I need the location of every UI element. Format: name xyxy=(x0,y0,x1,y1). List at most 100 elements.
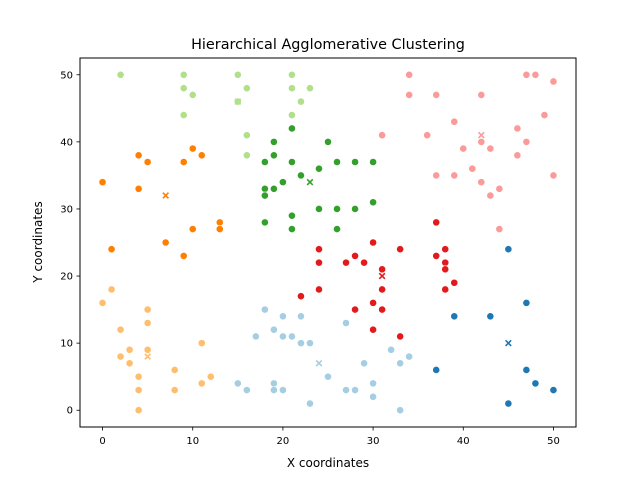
data-point xyxy=(333,158,341,166)
data-point xyxy=(342,258,350,267)
data-point xyxy=(432,91,441,99)
data-point xyxy=(125,359,134,368)
data-point xyxy=(378,285,387,294)
data-point xyxy=(206,372,215,381)
chart-title: Hierarchical Agglomerative Clustering xyxy=(191,37,465,53)
x-axis: 0 10 20 30 40 50 xyxy=(99,427,560,447)
data-point xyxy=(143,319,152,327)
data-point xyxy=(143,158,152,166)
data-point xyxy=(522,70,531,79)
data-point xyxy=(369,198,377,207)
data-point xyxy=(441,258,450,267)
data-point xyxy=(242,386,251,394)
data-point xyxy=(288,225,296,233)
data-point xyxy=(405,70,414,79)
x-tick-label: 30 xyxy=(367,436,380,447)
data-point xyxy=(288,158,296,166)
data-point xyxy=(188,144,197,153)
cluster-3 xyxy=(116,70,314,160)
data-point xyxy=(215,218,224,227)
data-point xyxy=(233,70,242,79)
data-point xyxy=(369,238,377,247)
data-point xyxy=(288,124,296,133)
data-point xyxy=(242,151,251,160)
centroid-marker xyxy=(306,178,314,186)
data-point xyxy=(279,178,287,187)
data-point xyxy=(260,191,269,200)
axes-frame xyxy=(79,57,577,428)
data-point xyxy=(260,184,269,193)
data-point xyxy=(441,265,450,274)
data-point xyxy=(531,70,540,79)
data-point xyxy=(297,312,305,321)
data-point xyxy=(396,332,405,341)
x-tick-label: 20 xyxy=(277,436,290,447)
data-point xyxy=(423,131,432,140)
centroid-marker xyxy=(315,359,323,367)
data-point xyxy=(288,84,296,93)
data-point xyxy=(107,245,116,254)
data-point xyxy=(495,184,504,193)
data-point xyxy=(513,151,522,160)
data-point xyxy=(215,225,224,233)
data-point xyxy=(143,305,152,314)
data-point xyxy=(486,191,495,200)
y-tick-label: 40 xyxy=(60,137,73,148)
x-tick-label: 50 xyxy=(547,436,560,447)
data-point xyxy=(260,158,269,166)
data-point xyxy=(279,386,287,394)
data-point xyxy=(134,372,143,381)
data-point xyxy=(432,366,441,374)
data-point xyxy=(351,386,359,394)
y-tick-label: 0 xyxy=(67,406,73,417)
data-point xyxy=(495,225,504,233)
data-point xyxy=(197,151,206,160)
data-point xyxy=(369,298,377,307)
data-point xyxy=(134,406,143,415)
data-point xyxy=(269,379,278,388)
data-point xyxy=(116,70,125,79)
data-point xyxy=(297,171,305,180)
centroid-marker xyxy=(144,353,152,360)
data-point xyxy=(405,91,414,99)
data-point xyxy=(549,386,558,394)
data-point xyxy=(522,137,531,146)
data-point xyxy=(450,117,459,126)
data-point xyxy=(360,359,368,368)
data-point xyxy=(396,359,405,368)
data-point xyxy=(269,184,278,193)
data-point xyxy=(432,252,441,260)
data-point xyxy=(125,345,134,354)
data-point xyxy=(351,158,359,166)
centroid-marker xyxy=(234,98,242,105)
data-point xyxy=(549,171,558,180)
data-point xyxy=(378,265,387,274)
data-point xyxy=(297,97,305,106)
centroid-marker xyxy=(378,272,386,280)
data-point xyxy=(306,399,314,408)
data-point xyxy=(477,91,486,99)
data-point xyxy=(279,312,287,321)
data-point xyxy=(378,305,387,314)
data-point xyxy=(98,178,107,187)
data-point xyxy=(459,144,468,153)
data-point xyxy=(360,258,368,267)
data-point xyxy=(279,332,287,341)
data-point xyxy=(242,84,251,93)
data-point xyxy=(134,184,143,193)
data-point xyxy=(288,332,296,341)
data-point xyxy=(549,77,558,86)
data-point xyxy=(107,285,116,294)
data-point xyxy=(233,379,242,388)
data-point xyxy=(269,386,278,394)
cluster-6 xyxy=(233,305,414,415)
cluster-0 xyxy=(432,245,558,408)
y-tick-label: 20 xyxy=(60,272,73,283)
data-point xyxy=(179,158,188,166)
data-point xyxy=(468,164,477,173)
y-axis: 0 10 20 30 40 50 xyxy=(60,70,80,417)
data-point xyxy=(378,131,387,140)
